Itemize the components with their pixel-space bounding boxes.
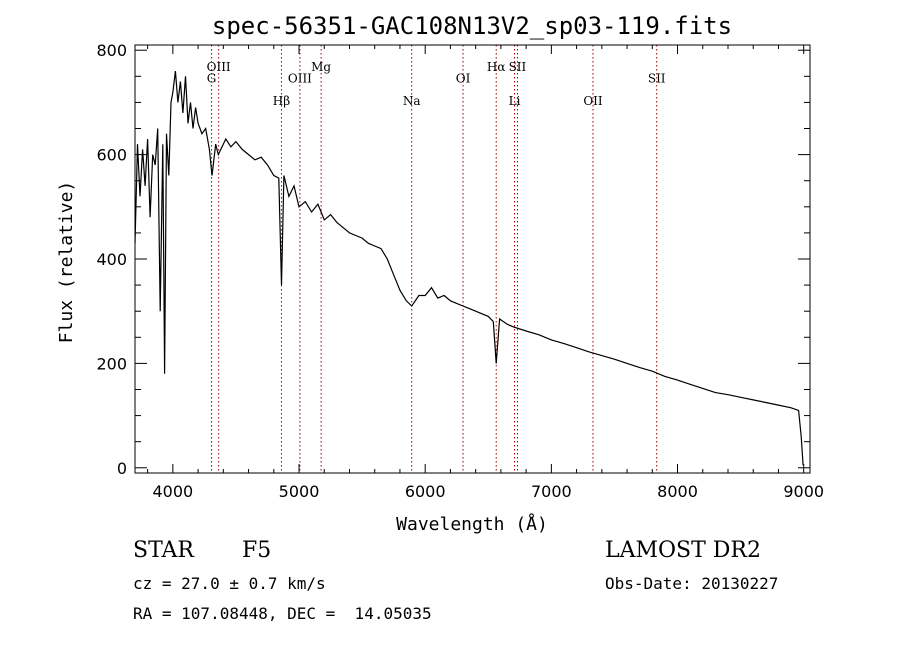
chart-title: spec-56351-GAC108N13V2_sp03-119.fits	[212, 12, 732, 40]
x-axis: 4000 5000 6000 7000 8000 9000	[147, 45, 824, 501]
spectral-line-label: OII	[583, 94, 603, 108]
spectral-line-label: OIII	[288, 72, 312, 86]
spectral-line-label: Na	[403, 94, 421, 108]
spectral-line-label: SII	[509, 60, 527, 74]
spectral-line-label: Hα	[487, 60, 506, 74]
spectral-line-label: SII	[648, 72, 666, 86]
spectral-line-label: OIII	[207, 60, 231, 74]
x-tick-label: 5000	[279, 482, 320, 501]
object-class: STAR	[133, 538, 194, 563]
coordinates: RA = 107.08448, DEC = 14.05035	[133, 604, 432, 623]
survey-name: LAMOST DR2	[605, 538, 761, 563]
y-axis: 0 200 400 600 800	[96, 41, 810, 478]
plot-frame	[134, 44, 811, 474]
spectrum-series-line	[134, 71, 804, 466]
spectral-line-label: G	[207, 72, 217, 86]
y-tick-label: 200	[96, 354, 127, 373]
x-tick-label: 7000	[531, 482, 572, 501]
x-axis-label: Wavelength (Å)	[396, 513, 548, 535]
spectral-line-label: OI	[456, 72, 471, 86]
y-tick-label: 0	[117, 459, 127, 478]
x-tick-label: 4000	[152, 482, 193, 501]
object-subclass: F5	[242, 538, 272, 563]
y-tick-label: 800	[96, 41, 127, 60]
x-tick-label: 8000	[657, 482, 698, 501]
x-tick-label: 9000	[783, 482, 824, 501]
spectral-line-label: Hβ	[273, 94, 290, 108]
redshift-cz: cz = 27.0 ± 0.7 km/s	[133, 574, 326, 593]
y-tick-label: 600	[96, 146, 127, 165]
y-tick-label: 400	[96, 250, 127, 269]
x-tick-label: 6000	[405, 482, 446, 501]
y-axis-label: Flux (relative)	[56, 181, 77, 344]
observation-date: Obs-Date: 20130227	[605, 574, 779, 593]
spectral-line-label: Mg	[311, 60, 331, 74]
spectral-line-label: Li	[509, 94, 521, 108]
